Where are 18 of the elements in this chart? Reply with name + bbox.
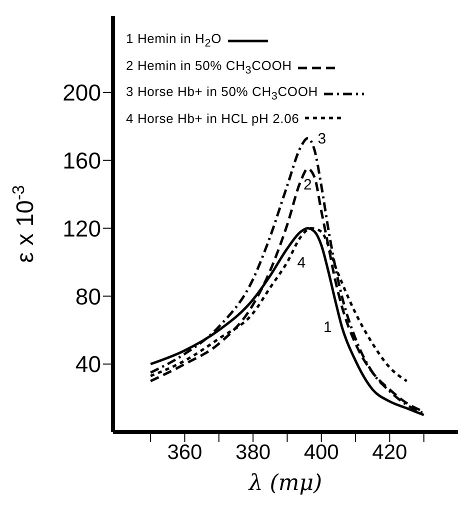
legend-label: 4 Horse Hb+ in HCL pH 2.06 — [126, 110, 300, 128]
annotation: 2 — [304, 176, 312, 194]
x-tick-label: 360 — [167, 440, 202, 464]
legend-label: 2 Hemin in 50% CH$_{3}$COOH — [126, 56, 292, 78]
annotation: 1 — [324, 319, 332, 336]
x-tick-label: 420 — [372, 440, 408, 464]
x-tick-label: 400 — [304, 440, 339, 464]
y-tick-label: 80 — [75, 283, 101, 310]
annotation: 3 — [318, 130, 326, 148]
annotation: 4 — [297, 254, 306, 272]
y-tick-label: 160 — [62, 147, 101, 174]
legend-label: 1 Hemin in H$_{2}$O — [126, 30, 222, 52]
y-tick-label: 200 — [62, 80, 101, 106]
y-tick-label: 40 — [75, 351, 101, 378]
x-tick-label: 380 — [236, 440, 271, 464]
y-tick-label: 120 — [62, 215, 101, 242]
legend-label: 3 Horse Hb+ in 50% CH$_{3}$COOH — [126, 83, 318, 105]
x-axis-title: λ (mμ) — [248, 471, 322, 496]
